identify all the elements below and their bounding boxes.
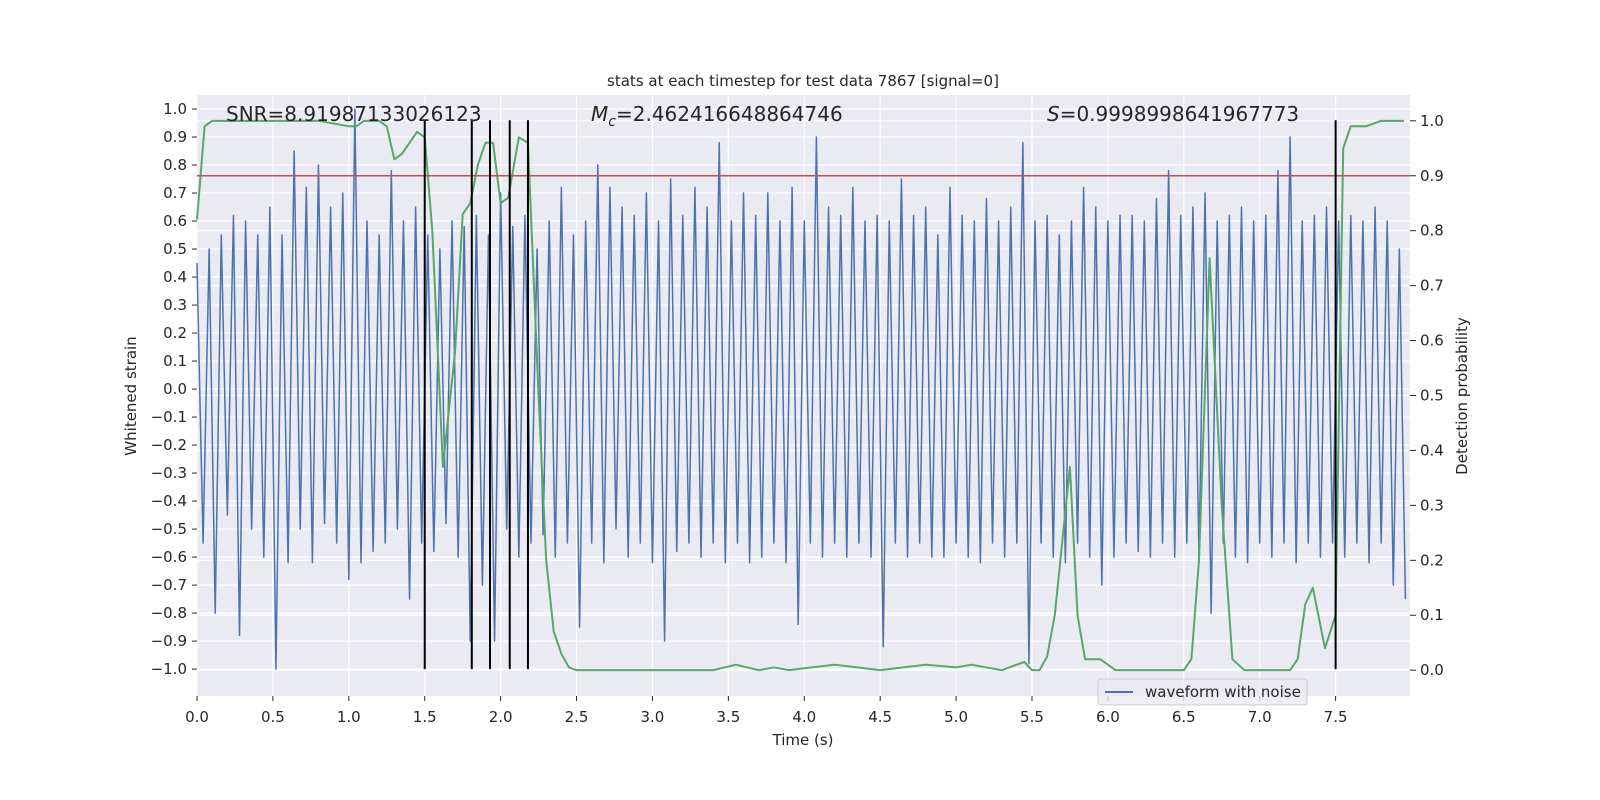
- y2-axis-label: Detection probability: [1453, 317, 1471, 475]
- x-tick-label: 0.0: [185, 708, 209, 726]
- y2-tick-label: 0.1: [1420, 606, 1444, 624]
- x-tick-label: 2.0: [489, 708, 513, 726]
- legend-label: waveform with noise: [1145, 683, 1301, 701]
- chart-title: stats at each timestep for test data 786…: [607, 72, 999, 90]
- y-tick-label: 0.7: [163, 184, 187, 202]
- x-tick-label: 4.0: [792, 708, 816, 726]
- x-tick-label: 5.5: [1020, 708, 1044, 726]
- y2-tick-label: 0.6: [1420, 332, 1444, 350]
- x-tick-label: 1.5: [413, 708, 437, 726]
- y-tick-label: −0.6: [151, 548, 187, 566]
- y-tick-label: −0.1: [151, 408, 187, 426]
- annotation-subscript: c: [608, 114, 616, 130]
- x-tick-label: 2.5: [565, 708, 589, 726]
- x-tick-label: 7.0: [1248, 708, 1272, 726]
- x-tick-label: 6.5: [1172, 708, 1196, 726]
- y2-tick-label: 0.9: [1420, 167, 1444, 185]
- y-tick-label: −0.2: [151, 436, 187, 454]
- y-tick-label: −0.9: [151, 632, 187, 650]
- annotation-text: =2.462416648864746: [616, 102, 843, 126]
- y-tick-label: −1.0: [151, 660, 187, 678]
- x-tick-label: 1.0: [337, 708, 361, 726]
- x-tick-label: 6.0: [1096, 708, 1120, 726]
- y2-tick-label: 0.7: [1420, 277, 1444, 295]
- legend-box: [1097, 678, 1308, 706]
- y2-tick-label: 0.4: [1420, 441, 1444, 459]
- y2-tick-label: 0.0: [1420, 661, 1444, 679]
- y-tick-label: 0.2: [163, 324, 187, 342]
- y-tick-label: 0.3: [163, 296, 187, 314]
- y-tick-label: 0.1: [163, 352, 187, 370]
- y-tick-label: 0.5: [163, 240, 187, 258]
- x-tick-label: 3.0: [641, 708, 665, 726]
- annotation: SNR=8.91987133026123: [226, 102, 482, 126]
- y-tick-label: 0.6: [163, 212, 187, 230]
- probability-line: [196, 119, 1404, 672]
- annotation-symbol: M: [591, 102, 608, 126]
- y-tick-label: −0.4: [151, 492, 187, 510]
- y2-tick-label: 0.2: [1420, 551, 1444, 569]
- y-tick-label: −0.8: [151, 604, 187, 622]
- y-tick-label: −0.5: [151, 520, 187, 538]
- annotation-symbol: S: [1047, 102, 1060, 126]
- annotation-text: =0.9998998641967773: [1060, 102, 1299, 126]
- annotation-text: SNR=8.91987133026123: [226, 102, 482, 126]
- annotation: S=0.9998998641967773: [1047, 102, 1299, 126]
- x-tick-label: 3.5: [716, 708, 740, 726]
- y-tick-label: 1.0: [163, 100, 187, 118]
- y-tick-label: 0.8: [163, 156, 187, 174]
- y-tick-label: 0.0: [163, 380, 187, 398]
- y-tick-label: −0.7: [151, 576, 187, 594]
- x-tick-label: 0.5: [261, 708, 285, 726]
- y-tick-label: −0.3: [151, 464, 187, 482]
- x-axis-label: Time (s): [772, 731, 834, 749]
- y-tick-label: 0.9: [163, 128, 187, 146]
- y2-tick-label: 0.5: [1420, 387, 1444, 405]
- y-tick-label: 0.4: [163, 268, 187, 286]
- y2-tick-label: 0.3: [1420, 496, 1444, 514]
- waveform-line: [196, 108, 1407, 670]
- annotation: Mc=2.462416648864746: [591, 102, 843, 130]
- x-tick-label: 5.0: [944, 708, 968, 726]
- y-axis-label: Whitened strain: [122, 336, 140, 455]
- x-tick-label: 4.5: [868, 708, 892, 726]
- x-tick-label: 7.5: [1324, 708, 1348, 726]
- y2-tick-label: 1.0: [1420, 112, 1444, 130]
- y2-tick-label: 0.8: [1420, 222, 1444, 240]
